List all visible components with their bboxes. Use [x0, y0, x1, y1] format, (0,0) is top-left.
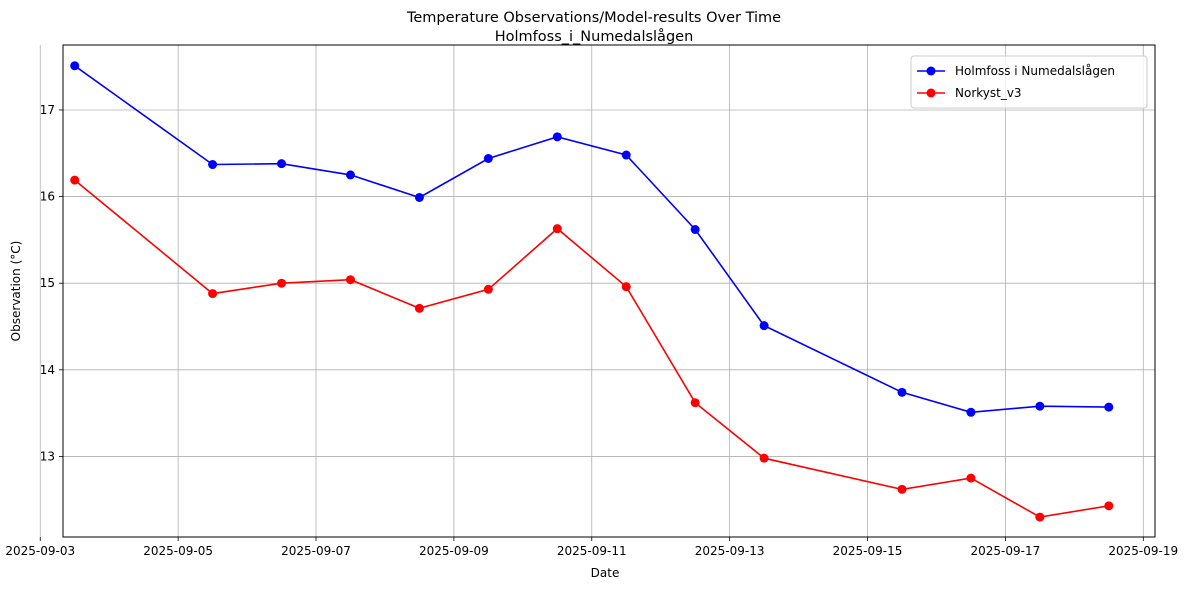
series-2-point: [621, 282, 631, 292]
series-1-point: [552, 132, 562, 142]
series-2-point: [759, 453, 769, 463]
x-axis: 2025-09-03 2025-09-05 2025-09-07 2025-09-09…: [5, 537, 1178, 558]
x-tick-label: 2025-09-17: [971, 544, 1041, 558]
series-2-point: [414, 303, 424, 313]
plot-area: [62, 44, 1156, 538]
x-tick-label: 2025-09-03: [5, 544, 75, 558]
chart-subtitle: Holmfoss_i_Numedalslågen: [495, 28, 694, 45]
y-axis-label: Observation (°C): [9, 241, 23, 342]
legend-label-series-1: Holmfoss i Numedalslågen: [955, 64, 1115, 78]
y-axis: 13 14 15 16 17: [40, 103, 63, 463]
series-2-line: [74, 179, 1109, 518]
series-2-point: [897, 484, 907, 494]
series-2-point: [70, 175, 80, 185]
x-axis-label: Date: [591, 566, 620, 580]
legend-marker-series-1: [926, 66, 936, 76]
x-tick-label: 2025-09-09: [419, 544, 489, 558]
series-2-point: [208, 289, 218, 299]
series-1-point: [690, 225, 700, 234]
y-tick-label: 16: [40, 190, 55, 204]
series-1-point: [277, 159, 287, 169]
series-2-point: [966, 473, 976, 483]
y-tick-label: 15: [40, 276, 55, 290]
x-tick-label: 2025-09-13: [695, 544, 765, 558]
series-1-point: [414, 192, 424, 202]
legend: Holmfoss i Numedalslågen Norkyst_v3: [910, 55, 1148, 109]
series-1-point: [1104, 402, 1114, 412]
x-tick-label: 2025-09-07: [281, 544, 351, 558]
chart-title: Temperature Observations/Model-results O…: [406, 10, 781, 26]
y-tick-label: 14: [40, 363, 55, 377]
x-tick-label: 2025-09-15: [833, 544, 903, 558]
series-2-point: [345, 275, 355, 285]
legend-label-series-2: Norkyst_v3: [955, 86, 1022, 100]
x-tick-label: 2025-09-19: [1108, 544, 1178, 558]
series-group: [70, 61, 1114, 522]
series-1-line: [74, 65, 1109, 414]
series-1-point: [1035, 401, 1045, 411]
series-1-point: [345, 170, 355, 180]
series-1-point: [208, 160, 218, 170]
series-2-point: [277, 278, 287, 288]
series-1-point: [70, 61, 80, 71]
series-1-point: [759, 321, 769, 331]
y-tick-label: 17: [40, 103, 55, 117]
x-tick-label: 2025-09-05: [143, 544, 213, 558]
series-2-point: [483, 284, 493, 294]
series-2-point: [1104, 501, 1114, 511]
x-tick-label: 2025-09-11: [557, 544, 627, 558]
series-2-point: [690, 398, 700, 408]
grid: [39, 45, 1155, 537]
series-1-point: [621, 150, 631, 160]
y-tick-label: 13: [40, 449, 55, 463]
series-2-point: [1035, 512, 1045, 522]
legend-marker-series-2: [926, 88, 936, 98]
series-1-point: [483, 153, 493, 163]
legend-box: [910, 55, 1148, 109]
series-1-point: [897, 387, 907, 397]
series-2-point: [552, 224, 562, 234]
series-1-point: [966, 407, 976, 417]
